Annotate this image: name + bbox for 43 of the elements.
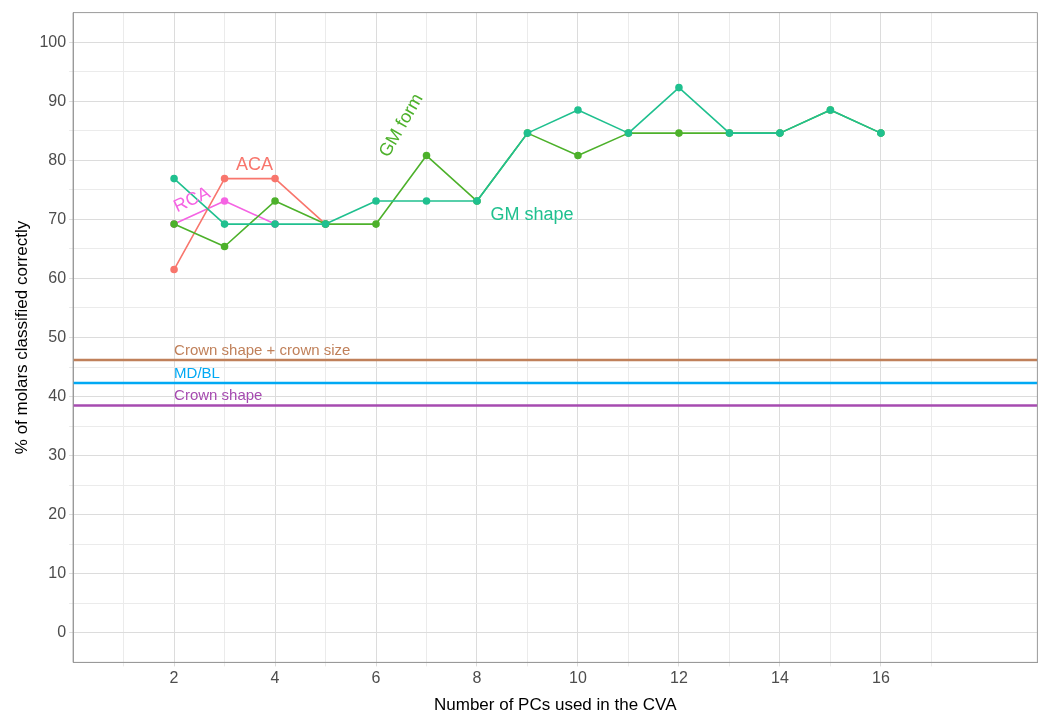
ref-line-label: Crown shape + crown size bbox=[174, 340, 351, 358]
point bbox=[675, 83, 683, 92]
ref-line-label: MD/BL bbox=[174, 363, 220, 381]
ref-line-label: Crown shape bbox=[174, 386, 263, 404]
y-tick-label: 100 bbox=[39, 32, 67, 50]
y-tick-label: 80 bbox=[48, 150, 67, 168]
point bbox=[220, 174, 229, 183]
text: RCA bbox=[170, 182, 214, 217]
y-tick-label: 50 bbox=[48, 327, 67, 345]
y-tick-label: 10 bbox=[48, 564, 67, 582]
point bbox=[220, 197, 229, 205]
y-tick-label: 20 bbox=[48, 505, 67, 523]
y-tick-label: 60 bbox=[48, 268, 67, 286]
x-tick-label: 2 bbox=[169, 669, 179, 687]
point bbox=[220, 242, 229, 251]
y-tick-label: 90 bbox=[48, 91, 67, 109]
y-axis-title: % of molars classified correctly bbox=[11, 220, 31, 455]
point bbox=[220, 220, 229, 228]
point bbox=[271, 174, 279, 183]
point bbox=[574, 106, 582, 114]
x-tick-label: 8 bbox=[472, 669, 482, 687]
point bbox=[574, 151, 582, 160]
y-tick-label: 30 bbox=[48, 446, 67, 464]
point bbox=[170, 265, 178, 274]
point bbox=[271, 197, 279, 205]
point bbox=[422, 151, 431, 160]
x-axis-title: Number of PCs used in the CVA bbox=[433, 695, 678, 715]
x-tick-label: 4 bbox=[270, 669, 280, 687]
point bbox=[170, 174, 178, 183]
point bbox=[372, 220, 380, 228]
y-tick-label: 70 bbox=[48, 209, 67, 227]
y-tick-label: 0 bbox=[57, 623, 67, 641]
series-label: ACA bbox=[236, 153, 274, 174]
x-tick-label: 16 bbox=[871, 669, 890, 687]
x-tick-label: 12 bbox=[670, 669, 688, 687]
point bbox=[675, 129, 683, 137]
point bbox=[422, 197, 431, 205]
series-label: GM shape bbox=[490, 204, 574, 225]
x-tick-label: 10 bbox=[569, 669, 587, 687]
point bbox=[372, 197, 380, 205]
y-tick-label: 40 bbox=[48, 386, 67, 404]
x-tick-label: 6 bbox=[371, 669, 381, 687]
x-tick-label: 14 bbox=[771, 669, 789, 687]
